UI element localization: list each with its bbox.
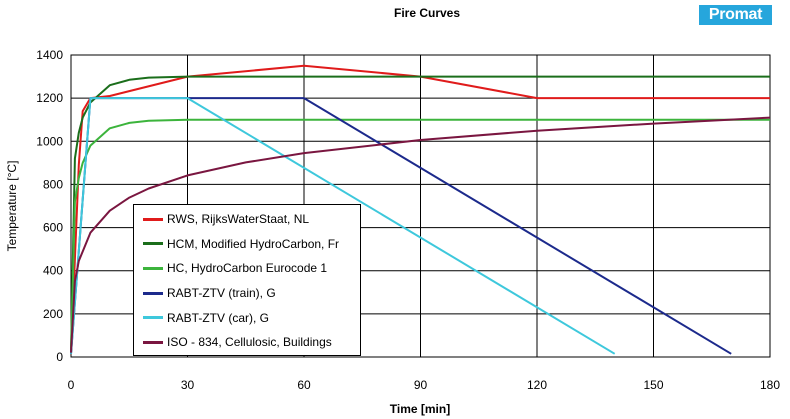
y-tick-labels: 0 200 400 600 800 1000 1200 1400 — [36, 48, 63, 364]
legend-label: RABT-ZTV (train), G — [167, 286, 276, 301]
legend-swatch — [143, 217, 163, 221]
series-line-2 — [70, 75, 770, 353]
legend-item: RWS, RijksWaterStaat, NL — [134, 207, 360, 232]
legend-item: HCM, Modified HydroCarbon, Fr — [134, 232, 360, 257]
legend-label: RWS, RijksWaterStaat, NL — [167, 212, 310, 227]
legend-item: HC, HydroCarbon Eurocode 1 — [134, 256, 360, 281]
legend-item: RABT-ZTV (car), G — [134, 305, 360, 330]
series-line-1 — [70, 64, 770, 353]
x-tick-label: 60 — [297, 378, 311, 392]
legend-swatch — [143, 266, 163, 270]
plot-area-border — [70, 54, 771, 358]
y-axis-label: Temperature [°C] — [5, 161, 19, 252]
legend-swatch — [143, 242, 163, 246]
x-tick-labels: 0 30 60 90 120 150 180 — [68, 378, 781, 392]
y-tick-label: 1400 — [36, 48, 63, 62]
legend-item: RABT-ZTV (train), G — [134, 281, 360, 306]
x-tick-label: 90 — [414, 378, 428, 392]
legend-label: ISO - 834, Cellulosic, Buildings — [167, 335, 332, 350]
y-tick-label: 400 — [43, 264, 63, 278]
x-axis-label: Time [min] — [390, 402, 450, 416]
y-tick-label: 0 — [56, 350, 63, 364]
chart-title: Fire Curves — [394, 6, 460, 20]
promat-logo: Promat — [699, 5, 772, 25]
y-tick-label: 800 — [43, 177, 63, 191]
x-tick-label: 30 — [181, 378, 195, 392]
series-lines — [70, 64, 771, 355]
legend-item: ISO - 834, Cellulosic, Buildings — [134, 330, 360, 355]
series-line-3 — [70, 118, 770, 353]
x-tick-label: 120 — [527, 378, 547, 392]
series-line-5 — [70, 97, 616, 355]
series-line-6 — [70, 116, 771, 353]
x-tick-label: 150 — [643, 378, 663, 392]
legend-label: HC, HydroCarbon Eurocode 1 — [167, 261, 328, 276]
y-tick-label: 1200 — [36, 91, 63, 105]
legend-swatch — [143, 340, 163, 344]
y-tick-label: 1000 — [36, 134, 63, 148]
y-tick-label: 200 — [43, 307, 63, 321]
legend-label: HCM, Modified HydroCarbon, Fr — [167, 236, 340, 251]
x-tick-label: 0 — [68, 378, 75, 392]
legend-swatch — [143, 316, 163, 320]
legend-label: RABT-ZTV (car), G — [167, 310, 269, 325]
chart-legend: RWS, RijksWaterStaat, NL HCM, Modified Hy… — [133, 204, 361, 356]
y-tick-label: 600 — [43, 221, 63, 235]
x-tick-label: 180 — [760, 378, 780, 392]
legend-swatch — [143, 291, 163, 295]
